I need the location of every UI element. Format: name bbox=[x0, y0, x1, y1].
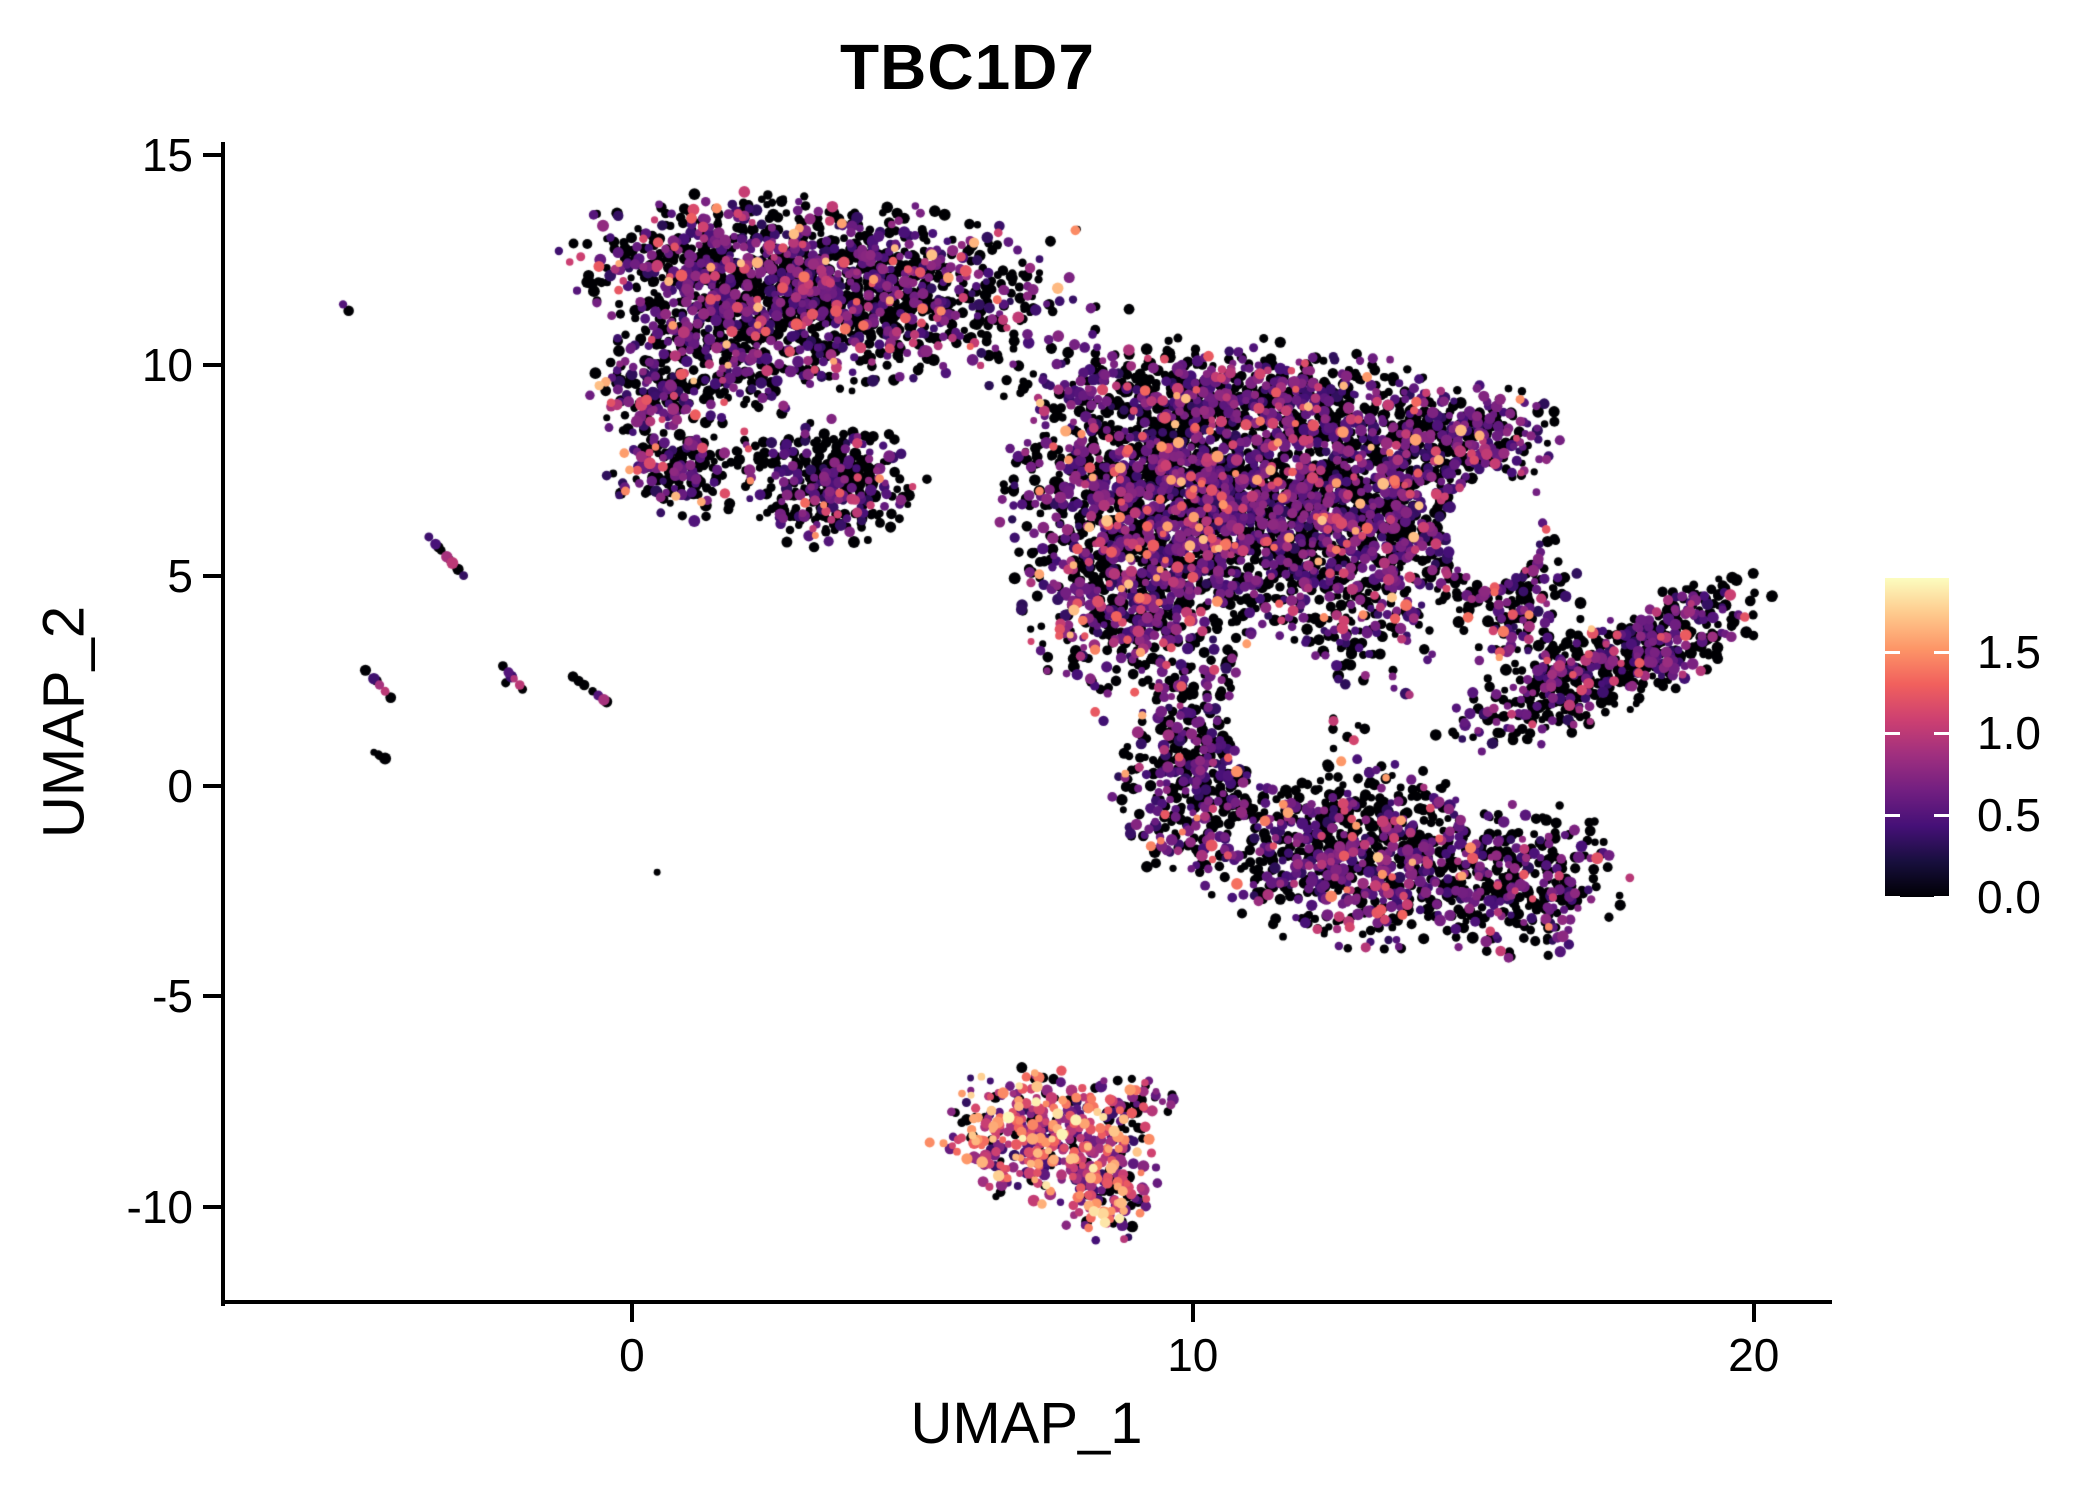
y-tick-mark bbox=[203, 994, 223, 999]
x-tick-mark bbox=[1190, 1302, 1195, 1322]
x-axis-line bbox=[221, 1300, 1832, 1304]
y-tick-label: 0 bbox=[167, 759, 193, 812]
y-tick-label: 10 bbox=[141, 339, 193, 392]
y-axis-title: UMAP_2 bbox=[31, 605, 97, 839]
y-tick-mark bbox=[203, 363, 223, 368]
y-tick-label: 15 bbox=[141, 129, 193, 182]
x-tick-mark bbox=[629, 1302, 634, 1322]
colorbar-tick-mark bbox=[1934, 814, 1949, 818]
colorbar-tick-mark bbox=[1885, 732, 1900, 736]
y-tick-label: -5 bbox=[152, 970, 193, 1023]
x-tick-label: 10 bbox=[1167, 1329, 1219, 1381]
y-tick-mark bbox=[203, 1204, 223, 1209]
colorbar-tick-mark bbox=[1934, 650, 1949, 654]
colorbar-tick-label: 0.5 bbox=[1977, 789, 2041, 842]
colorbar-tick-mark bbox=[1885, 650, 1900, 654]
colorbar-gradient bbox=[1885, 578, 1949, 897]
colorbar-tick-mark bbox=[1885, 896, 1900, 899]
colorbar-tick-mark bbox=[1934, 732, 1949, 736]
colorbar-tick-mark bbox=[1934, 896, 1949, 899]
x-tick-label: 20 bbox=[1728, 1329, 1780, 1381]
colorbar-tick-label: 0.0 bbox=[1977, 871, 2041, 923]
colorbar-tick-label: 1.0 bbox=[1977, 707, 2041, 760]
y-tick-mark bbox=[203, 573, 223, 578]
y-tick-label: 5 bbox=[167, 549, 193, 602]
colorbar-tick-mark bbox=[1885, 814, 1900, 818]
y-tick-mark bbox=[203, 783, 223, 788]
y-axis-line bbox=[221, 142, 225, 1306]
x-axis-title: UMAP_1 bbox=[910, 1391, 1143, 1456]
x-tick-label: 0 bbox=[619, 1329, 645, 1381]
y-tick-label: -10 bbox=[126, 1180, 193, 1233]
y-tick-mark bbox=[203, 153, 223, 158]
colorbar-tick-label: 1.5 bbox=[1977, 625, 2041, 678]
x-tick-mark bbox=[1751, 1302, 1756, 1322]
